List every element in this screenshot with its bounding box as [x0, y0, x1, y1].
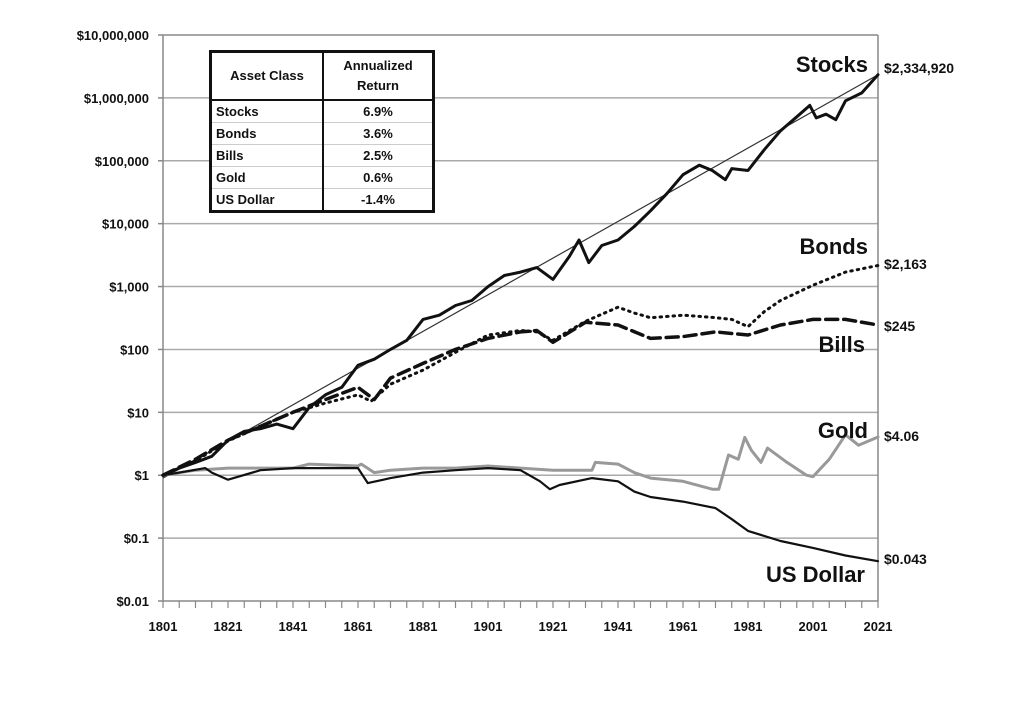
- x-tick-label: 1821: [214, 619, 243, 634]
- table-header-return: Annualized Return: [322, 50, 435, 101]
- stocks-trendline: [162, 74, 879, 479]
- asset-return: 6.9%: [322, 100, 435, 123]
- y-tick-label: $0.1: [124, 531, 149, 546]
- y-tick-label: $10,000,000: [77, 28, 149, 43]
- asset-name: US Dollar: [209, 188, 324, 212]
- table-row: Stocks 6.9%: [209, 100, 435, 123]
- series-line-gold: [161, 433, 880, 491]
- y-tick-label: $1,000,000: [84, 91, 149, 106]
- annualized-return-table: Asset Class Annualized Return Stocks 6.9%…: [209, 50, 435, 213]
- end-value-us-dollar: $0.043: [884, 551, 927, 567]
- x-tick-label: 2001: [799, 619, 828, 634]
- asset-return: 3.6%: [322, 122, 435, 145]
- y-axis: $10,000,000 $1,000,000 $100,000 $10,000 $1,0…: [77, 28, 149, 609]
- y-tick-label: $1,000: [109, 280, 149, 295]
- end-value-gold: $4.06: [884, 428, 919, 444]
- x-axis: 1801 1821 1841 1861 1881 1901 1921 1941 1961 1981…: [149, 601, 893, 634]
- y-tick-label: $10,000: [102, 217, 149, 232]
- x-tick-label: 1981: [734, 619, 763, 634]
- series-name-gold: Gold: [818, 418, 868, 443]
- asset-return: 0.6%: [322, 166, 435, 189]
- asset-return: -1.4%: [322, 188, 435, 212]
- x-tick-label: 1961: [669, 619, 698, 634]
- asset-name: Stocks: [209, 100, 324, 123]
- series-name-stocks: Stocks: [796, 52, 868, 77]
- table-row: Bonds 3.6%: [209, 122, 435, 145]
- series-line-us-dollar: [161, 467, 880, 563]
- table-row: Gold 0.6%: [209, 166, 435, 189]
- y-tick-label: $100,000: [95, 154, 149, 169]
- y-tick-label: $10: [127, 405, 149, 420]
- series-line-bonds: [161, 264, 880, 477]
- end-value-bills: $245: [884, 318, 915, 334]
- table-row: Bills 2.5%: [209, 144, 435, 167]
- series-line-stocks: [161, 73, 880, 477]
- x-tick-label: 1921: [539, 619, 568, 634]
- series-name-us-dollar: US Dollar: [766, 562, 865, 587]
- table-header-asset: Asset Class: [209, 50, 324, 101]
- x-tick-label: 2021: [864, 619, 893, 634]
- series-name-bonds: Bonds: [800, 234, 868, 259]
- y-tick-label: $100: [120, 342, 149, 357]
- x-tick-label: 1801: [149, 619, 178, 634]
- x-tick-label: 1841: [279, 619, 308, 634]
- x-tick-label: 1861: [344, 619, 373, 634]
- asset-name: Gold: [209, 166, 324, 189]
- x-tick-label: 1881: [409, 619, 438, 634]
- end-value-stocks: $2,334,920: [884, 60, 954, 76]
- series-lines: [161, 73, 880, 563]
- y-tick-label: $1: [135, 468, 149, 483]
- asset-name: Bills: [209, 144, 324, 167]
- table-row: US Dollar -1.4%: [209, 188, 435, 212]
- series-labels: Stocks $2,334,920 Bonds $2,163 Bills $245 Gold…: [766, 52, 954, 587]
- asset-return: 2.5%: [322, 144, 435, 167]
- x-tick-label: 1901: [474, 619, 503, 634]
- end-value-bonds: $2,163: [884, 256, 927, 272]
- y-tick-label: $0.01: [116, 594, 149, 609]
- series-name-bills: Bills: [819, 332, 865, 357]
- x-tick-label: 1941: [604, 619, 633, 634]
- asset-name: Bonds: [209, 122, 324, 145]
